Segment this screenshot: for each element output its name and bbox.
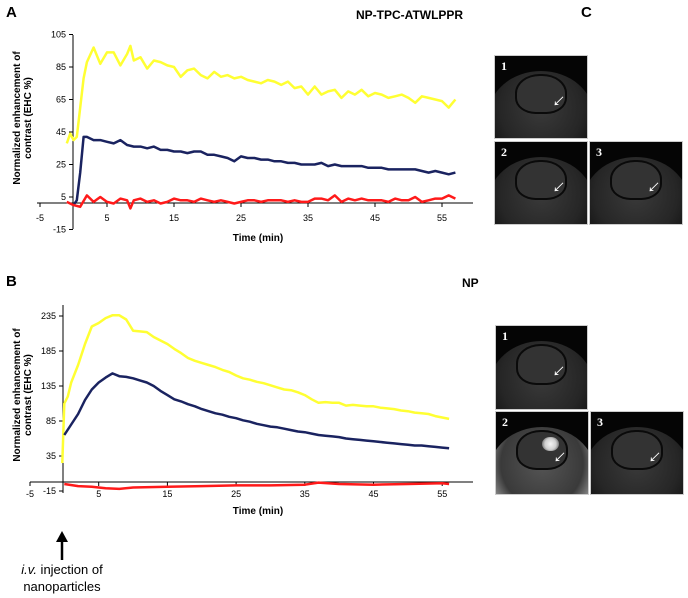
chart-a-y-tick-label: 85 — [56, 62, 66, 72]
chart-a-y-tick-label: 25 — [56, 160, 66, 170]
nanoparticles-text: nanoparticles — [23, 579, 101, 594]
chart-b-x-title: Time (min) — [233, 506, 283, 517]
injection-text: injection of — [36, 562, 103, 577]
panel-b-condition: NP — [462, 276, 479, 290]
chart-b-y-tick-label: 185 — [41, 346, 56, 356]
chart-b-series-navy-line — [63, 372, 450, 450]
chart-b-x-tick-label: 5 — [96, 489, 101, 499]
chart-a-x-title: Time (min) — [233, 233, 283, 244]
chart-a-series-yellow-line — [65, 44, 457, 144]
chart-b-x-tick-label: 25 — [231, 489, 241, 499]
chart-b-y-tick-label: 85 — [46, 416, 56, 426]
mri-number: 3 — [597, 415, 603, 429]
chart-b-y-tick-label: -15 — [43, 486, 56, 496]
chart-a-y-tick-label: 105 — [51, 30, 66, 40]
chart-a-y-title: contrast (EHC %) — [23, 77, 34, 159]
mri-image-top-2: 2 ← — [494, 141, 588, 225]
injection-annotation: i.v. injection of nanoparticles — [6, 561, 118, 595]
chart-a-x-tick-label: 55 — [437, 213, 447, 223]
chart-b-y-title: contrast (EHC %) — [23, 354, 34, 436]
chart-a-y-tick-label: -15 — [53, 225, 66, 235]
chart-a-y-tick-label: 45 — [56, 127, 66, 137]
chart-b-y-title: Normalized enhancement of — [12, 328, 23, 462]
panel-a-condition: NP-TPC-ATWLPPR — [356, 8, 464, 22]
chart-b-y-tick-label: 235 — [41, 311, 56, 321]
chart-a-x-tick-label: 5 — [104, 213, 109, 223]
chart-a-x-tick-label: 15 — [169, 213, 179, 223]
chart-a-y-tick-label: 5 — [61, 192, 66, 202]
mri-image-top-3: 3 ← — [589, 141, 683, 225]
chart-b-series-yellow-line — [61, 314, 450, 464]
panel-a-label: A — [6, 4, 17, 21]
chart-a-y-tick-label: 65 — [56, 95, 66, 105]
chart-a-x-tick-label: 35 — [303, 213, 313, 223]
mri-number: 1 — [501, 59, 507, 73]
chart-a-series-red-line — [66, 194, 456, 210]
chart-b-y-tick-label: 135 — [41, 381, 56, 391]
mri-number: 1 — [502, 329, 508, 343]
panel-b-label: B — [6, 273, 17, 290]
chart-a-x-tick-label: 25 — [236, 213, 246, 223]
chart-b-x-tick-label: 35 — [300, 489, 310, 499]
iv-text: i.v. — [21, 562, 37, 577]
chart-b-x-tick-label: 45 — [368, 489, 378, 499]
mri-number: 3 — [596, 145, 602, 159]
mri-number: 2 — [502, 415, 508, 429]
mri-image-bottom-3: 3 ← — [590, 411, 684, 495]
chart-b-x-tick-label: -5 — [26, 489, 34, 499]
mri-number: 2 — [501, 145, 507, 159]
chart-b-y-tick-label: 35 — [46, 451, 56, 461]
chart-a-x-tick-label: -5 — [36, 213, 44, 223]
mri-image-top-1: 1 ← — [494, 55, 588, 139]
chart-a-series-navy-line — [72, 135, 456, 206]
chart-b-series-red-line — [64, 481, 450, 491]
enhanced-lesion — [542, 436, 559, 452]
chart-a-y-title: Normalized enhancement of — [12, 51, 23, 185]
chart-a-x-tick-label: 45 — [370, 213, 380, 223]
panel-c-label: C — [581, 4, 592, 21]
chart-b-x-tick-label: 15 — [162, 489, 172, 499]
mri-image-bottom-2: 2 ← — [495, 411, 589, 495]
mri-image-bottom-1: 1 ← — [495, 325, 588, 410]
chart-b-x-tick-label: 55 — [437, 489, 447, 499]
